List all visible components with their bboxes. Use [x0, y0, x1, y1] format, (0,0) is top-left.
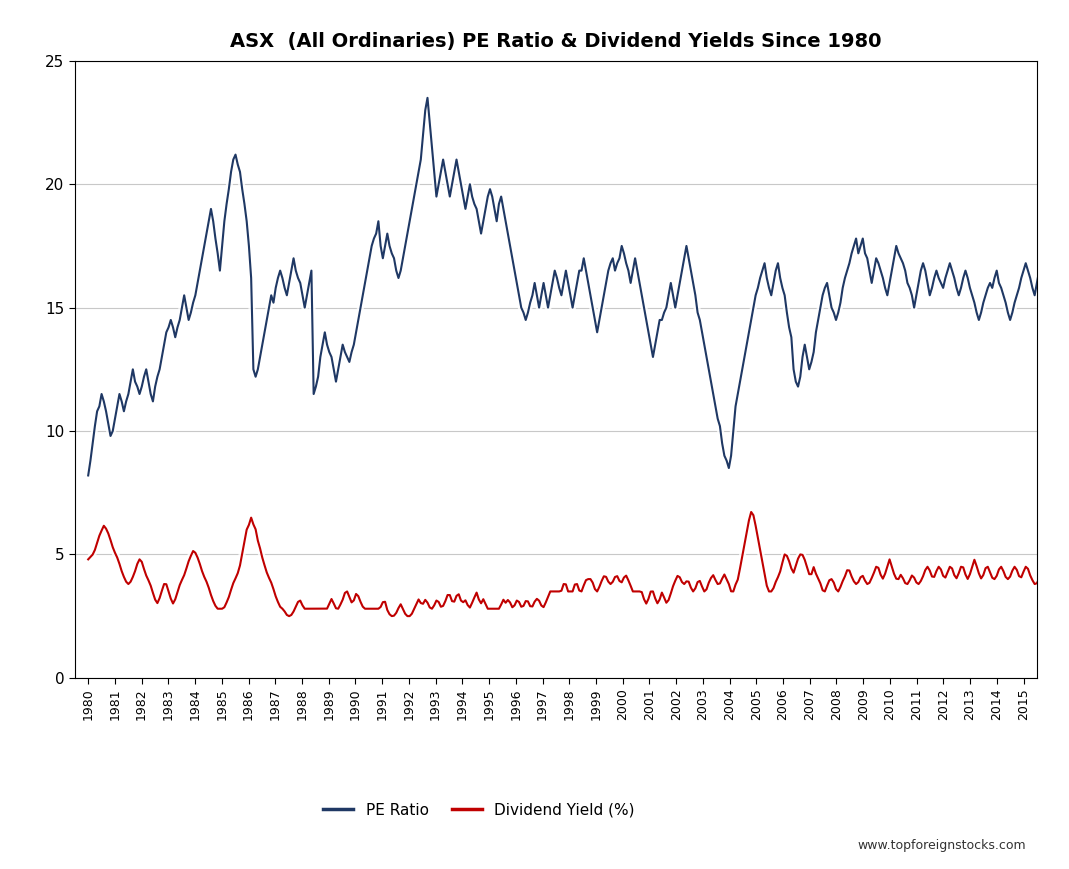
Dividend Yield (%): [81, 554, 94, 565]
PE Ratio: [642, 327, 655, 337]
Text: www.topforeignstocks.com: www.topforeignstocks.com: [857, 839, 1026, 852]
PE Ratio: [155, 352, 168, 362]
Dividend Yield (%): [969, 554, 981, 565]
Dividend Yield (%): [155, 586, 168, 596]
PE Ratio: [846, 249, 858, 259]
PE Ratio: [421, 93, 434, 103]
PE Ratio: [81, 470, 94, 481]
Dividend Yield (%): [754, 545, 766, 555]
PE Ratio: [752, 282, 764, 293]
Dividend Yield (%): [1044, 574, 1057, 584]
Dividend Yield (%): [827, 577, 840, 587]
Line: Dividend Yield (%): Dividend Yield (%): [88, 512, 1051, 616]
Dividend Yield (%): [282, 611, 295, 621]
PE Ratio: [965, 290, 978, 301]
Title: ASX  (All Ordinaries) PE Ratio & Dividend Yields Since 1980: ASX (All Ordinaries) PE Ratio & Dividend…: [230, 32, 882, 51]
Dividend Yield (%): [642, 594, 655, 604]
Line: PE Ratio: PE Ratio: [88, 98, 1051, 475]
Legend: PE Ratio, Dividend Yield (%): PE Ratio, Dividend Yield (%): [316, 797, 641, 824]
PE Ratio: [1044, 278, 1057, 289]
PE Ratio: [825, 302, 838, 313]
Dividend Yield (%): [745, 507, 758, 517]
Dividend Yield (%): [848, 576, 861, 587]
